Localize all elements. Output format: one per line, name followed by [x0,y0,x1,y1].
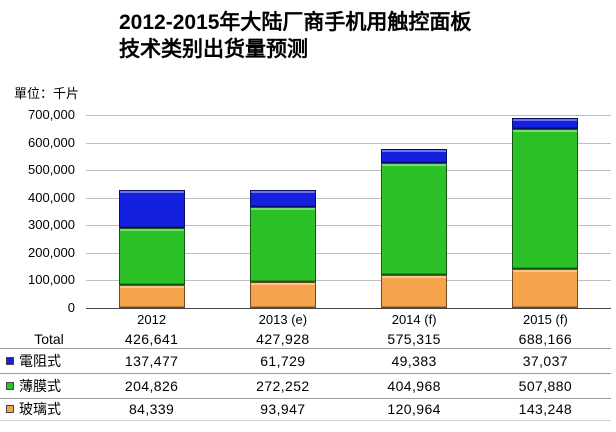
bar-column-2013 (e) [217,115,348,308]
gridline [86,225,611,227]
table-row-Total: Total 426,641 427,928 575,315 688,166 [0,329,611,349]
bar-segment-電阻式 [512,118,579,129]
table-row-玻璃式: 玻璃式 84,339 93,947 120,964 143,248 [0,398,611,421]
chart-title-line1: 2012-2015年大陆厂商手机用触控面板 [119,11,472,34]
table-row-薄膜式: 薄膜式 204,826 272,252 404,968 507,880 [0,373,611,399]
stacked-bar-2013 (e) [249,190,316,308]
legend-swatch [6,356,14,365]
table-value: 575,315 [387,330,441,347]
chart-title-line2: 技术类别出货量预测 [119,38,308,61]
y-tick-label: 600,000 [28,134,75,150]
row-label: 薄膜式 [19,377,61,394]
bar-segment-玻璃式 [512,268,579,308]
x-axis-labels: 2012 2013 (e) 2014 (f) 2015 (f) [0,310,611,328]
table-value: 507,880 [518,377,573,394]
row-label: 玻璃式 [19,401,61,417]
table-value: 427,928 [256,330,310,347]
table-value: 688,166 [518,330,573,347]
y-tick-label: 300,000 [28,217,75,233]
row-label: 電阻式 [19,352,61,369]
gridline [86,170,611,172]
bar-segment-薄膜式 [249,207,316,283]
table-value: 137,477 [124,352,179,369]
bar-segment-玻璃式 [249,282,316,308]
stacked-bar-2015 (f) [512,118,579,308]
bar-segment-電阻式 [381,149,448,164]
stacked-bar-2014 (f) [381,149,448,308]
bar-segment-電阻式 [118,190,185,229]
x-axis-label: 2012 [137,311,167,327]
gridline [86,115,611,116]
table-value: 272,252 [256,377,310,394]
x-axis-label: 2015 (f) [522,311,568,327]
bar-segment-薄膜式 [381,163,448,275]
y-tick-label: 400,000 [28,189,75,205]
x-axis-label: 2013 (e) [258,311,308,327]
chart-title: 2012-2015年大陆厂商手机用触控面板 技术类别出货量预测 [119,9,471,63]
table-value: 37,037 [522,352,568,369]
gridline [86,252,611,254]
bar-segment-電阻式 [249,190,316,208]
table-value: 426,641 [124,330,179,347]
table-value: 120,964 [387,401,441,417]
y-tick-label: 500,000 [28,162,75,178]
table-value: 49,383 [391,352,437,369]
bar-column-2014 (f) [349,115,480,308]
table-value: 61,729 [260,352,306,369]
table-value: 204,826 [124,377,179,394]
y-tick-label: 0 [67,300,75,315]
stacked-bar-2012 [118,190,185,308]
gridline [86,280,611,282]
table-value: 404,968 [387,377,441,394]
table-value: 93,947 [260,401,306,417]
chart-plot [86,115,611,309]
y-tick-label: 700,000 [28,107,75,122]
y-tick-label: 200,000 [28,244,75,260]
row-label: Total [34,330,64,347]
gridline [86,142,611,144]
table-value: 84,339 [129,401,175,417]
legend-swatch [6,405,14,413]
table-row-電阻式: 電阻式 137,477 61,729 49,383 37,037 [0,348,611,374]
bar-column-2012 [86,115,217,308]
gridline [86,197,611,199]
y-tick-label: 100,000 [28,272,75,288]
table-value: 143,248 [518,401,573,417]
bar-segment-玻璃式 [118,284,185,308]
x-axis-label: 2014 (f) [391,311,437,327]
bar-segment-玻璃式 [381,274,448,308]
bar-segment-薄膜式 [512,128,579,269]
bar-segment-薄膜式 [118,228,185,285]
bar-column-2015 (f) [480,115,611,308]
legend-swatch [6,381,14,390]
unit-label: 單位：千片 [14,86,80,101]
